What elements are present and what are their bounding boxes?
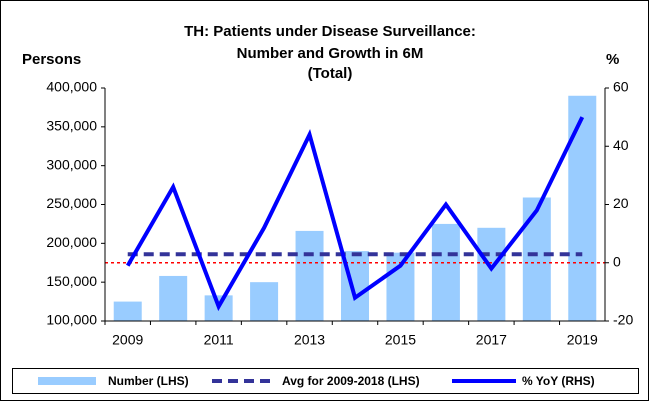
y2-tick-label: 20 [613,195,629,211]
legend-label: % YoY (RHS) [522,374,595,388]
yoy-line [125,116,585,312]
x-tick-label: 2019 [567,332,598,348]
y-axis-label: Persons [22,51,81,68]
y2-tick-label: -20 [613,312,633,328]
y-tick-label: 350,000 [46,118,97,134]
y-tick-label: 300,000 [46,156,97,172]
y-tick-label: 200,000 [46,234,97,250]
y-tick-label: 150,000 [46,273,97,289]
y2-axis-label: % [606,51,619,68]
x-tick-label: 2015 [385,332,416,348]
y-tick-label: 400,000 [46,79,97,95]
chart-title: (Total) [308,65,353,82]
x-tick-label: 2009 [112,332,143,348]
bar [522,197,551,321]
chart-title: Number and Growth in 6M [237,45,424,62]
legend-box [12,368,639,394]
bar [295,230,324,321]
legend-label: Avg for 2009-2018 (LHS) [282,374,420,388]
y-tick-label: 250,000 [46,195,97,211]
x-tick-label: 2017 [476,332,507,348]
legend-swatch [38,377,96,385]
y-tick-label: 100,000 [46,312,97,328]
legend-label: Number (LHS) [108,374,189,388]
bar [477,227,506,321]
x-tick-label: 2011 [204,332,234,348]
bar [113,301,142,321]
y2-tick-label: 40 [613,137,629,153]
chart-title: TH: Patients under Disease Surveillance: [184,23,476,40]
y2-tick-label: 0 [613,253,621,269]
y2-tick-label: 60 [613,79,629,95]
bar [431,223,460,321]
bar [159,275,188,321]
bar [250,282,279,321]
x-tick-label: 2013 [294,332,325,348]
bar [568,95,597,322]
